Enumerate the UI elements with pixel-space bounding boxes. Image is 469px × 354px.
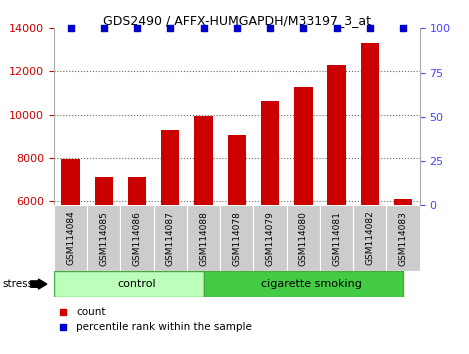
Bar bbox=[253, 205, 287, 271]
Point bbox=[233, 25, 241, 31]
Bar bbox=[54, 205, 87, 271]
Text: GSM114080: GSM114080 bbox=[299, 211, 308, 266]
Bar bbox=[227, 135, 246, 205]
Text: GSM114084: GSM114084 bbox=[66, 211, 75, 266]
Bar bbox=[154, 205, 187, 271]
Text: count: count bbox=[76, 307, 106, 318]
Bar bbox=[294, 87, 312, 205]
Point bbox=[400, 25, 407, 31]
Point bbox=[166, 25, 174, 31]
Point bbox=[200, 25, 207, 31]
Bar bbox=[54, 271, 204, 297]
Bar bbox=[95, 177, 113, 205]
Bar bbox=[187, 205, 220, 271]
Point bbox=[300, 25, 307, 31]
Bar bbox=[361, 44, 379, 205]
Text: GSM114087: GSM114087 bbox=[166, 211, 175, 266]
Text: GSM114086: GSM114086 bbox=[133, 211, 142, 266]
Bar bbox=[386, 205, 420, 271]
Text: stress: stress bbox=[2, 279, 33, 289]
Bar bbox=[394, 199, 412, 205]
Text: cigarette smoking: cigarette smoking bbox=[261, 279, 362, 289]
Point bbox=[133, 25, 141, 31]
Bar bbox=[287, 205, 320, 271]
Point bbox=[100, 25, 107, 31]
Bar bbox=[320, 205, 353, 271]
Point bbox=[333, 25, 340, 31]
Bar bbox=[87, 205, 121, 271]
Point bbox=[366, 25, 374, 31]
Text: GSM114079: GSM114079 bbox=[265, 211, 275, 266]
Title: GDS2490 / AFFX-HUMGAPDH/M33197_3_at: GDS2490 / AFFX-HUMGAPDH/M33197_3_at bbox=[103, 14, 371, 27]
Bar bbox=[195, 116, 213, 205]
Bar bbox=[204, 271, 403, 297]
Bar bbox=[121, 205, 154, 271]
Bar bbox=[261, 101, 279, 205]
Bar bbox=[61, 159, 80, 205]
Text: GSM114083: GSM114083 bbox=[399, 211, 408, 266]
Text: percentile rank within the sample: percentile rank within the sample bbox=[76, 322, 252, 332]
Bar bbox=[353, 205, 386, 271]
Bar bbox=[128, 177, 146, 205]
Point bbox=[67, 25, 74, 31]
Text: GSM114078: GSM114078 bbox=[232, 211, 242, 266]
Bar bbox=[327, 65, 346, 205]
Text: GSM114081: GSM114081 bbox=[332, 211, 341, 266]
Text: GSM114085: GSM114085 bbox=[99, 211, 108, 266]
Text: control: control bbox=[118, 279, 156, 289]
Bar bbox=[220, 205, 253, 271]
Text: GSM114082: GSM114082 bbox=[365, 211, 374, 266]
Bar bbox=[161, 130, 180, 205]
Text: GSM114088: GSM114088 bbox=[199, 211, 208, 266]
Point bbox=[266, 25, 274, 31]
